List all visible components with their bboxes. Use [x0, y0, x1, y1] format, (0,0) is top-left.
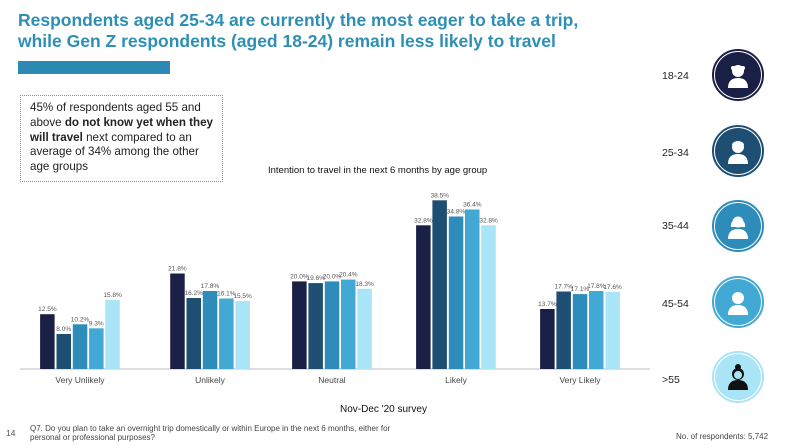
data-label: 17.8%: [587, 283, 606, 290]
data-label: 15.5%: [233, 293, 252, 300]
bar: [308, 283, 323, 369]
data-label: 17.7%: [554, 284, 573, 291]
data-label: 10.2%: [71, 316, 90, 323]
data-label: 13.7%: [538, 301, 557, 308]
older-woman-icon: [715, 354, 761, 400]
middle-aged-person-icon: [715, 279, 761, 325]
title-accent-bar: [18, 61, 170, 74]
woman-icon: [715, 203, 761, 249]
bar: [481, 225, 496, 369]
data-label: 18.3%: [355, 281, 374, 288]
data-label: 16.2%: [184, 290, 203, 297]
data-label: 15.8%: [103, 292, 122, 299]
young-person-icon: [715, 52, 761, 98]
bar: [89, 328, 104, 369]
bar: [341, 279, 356, 369]
data-label: 32.8%: [479, 217, 498, 224]
bar: [324, 281, 340, 369]
x-tick-label: Very Unlikely: [55, 375, 105, 385]
data-label: 17.8%: [201, 283, 220, 290]
x-tick-label: Very Likely: [559, 375, 601, 385]
bar: [219, 298, 234, 369]
chart-title: Intention to travel in the next 6 months…: [268, 165, 488, 176]
bar: [292, 281, 307, 369]
bar: [105, 299, 120, 369]
page-title: Respondents aged 25-34 are currently the…: [18, 10, 658, 52]
bar: [465, 209, 480, 369]
legend-label-25-34: 25-34: [662, 147, 689, 159]
x-tick-label: Unlikely: [195, 375, 226, 385]
data-label: 38.5%: [430, 192, 449, 199]
legend-label-18-24: 18-24: [662, 70, 689, 82]
respondent-count: No. of respondents: 5,742: [676, 432, 769, 441]
data-label: 20.4%: [339, 272, 358, 279]
bar: [540, 309, 555, 369]
bar: [357, 288, 372, 369]
callout-text-1: 45% of respondents aged 55 and above: [30, 101, 201, 129]
x-tick-label: Likely: [445, 375, 467, 385]
legend-label-45-54: 45-54: [662, 298, 689, 310]
bar: [416, 225, 431, 369]
man-icon: [715, 128, 761, 174]
legend-label-35-44: 35-44: [662, 220, 689, 232]
data-label: 19.6%: [306, 275, 325, 282]
bar: [56, 334, 71, 369]
data-label: 36.4%: [463, 202, 482, 209]
bar: [72, 324, 88, 369]
survey-question: Q7. Do you plan to take an overnight tri…: [30, 424, 391, 442]
bar: [448, 216, 464, 369]
bar: [170, 273, 185, 369]
bar: [589, 291, 604, 369]
bar: [572, 294, 588, 369]
bar: [432, 200, 447, 369]
bar: [235, 301, 250, 369]
bar-chart: 12.5% 8.0%10.2%9.3% 15.8% Very Unlikely 21.8…: [20, 192, 650, 385]
data-label: 34.8%: [447, 209, 466, 216]
bar: [556, 291, 571, 369]
data-label: 21.8%: [168, 266, 187, 273]
data-label: 20.0%: [323, 273, 342, 280]
callout-highlight: do not know yet when they will travel: [30, 115, 213, 144]
x-axis-title: Nov-Dec '20 survey: [340, 404, 427, 415]
data-label: 17.6%: [603, 284, 622, 291]
x-tick-label: Neutral: [318, 375, 346, 385]
page-number: 14: [6, 428, 16, 438]
page-title-line-2: while Gen Z respondents (aged 18-24) rem…: [18, 31, 556, 51]
page-title-line-1: Respondents aged 25-34 are currently the…: [18, 10, 579, 30]
data-label: 16.1%: [217, 291, 236, 298]
data-label: 12.5%: [38, 306, 57, 313]
data-label: 9.3%: [89, 320, 104, 327]
data-label: 17.1%: [571, 286, 590, 293]
bar: [605, 291, 620, 369]
data-label: 20.0%: [290, 273, 309, 280]
bar: [186, 298, 201, 369]
age-group-legend: 18-24 25-34 35-44 45-54 >55: [662, 0, 800, 448]
callout-text-2: next compared to an average of 34% among…: [30, 130, 199, 174]
data-label: 8.0%: [56, 326, 71, 333]
bar: [40, 314, 55, 369]
data-label: 32.8%: [414, 217, 433, 224]
legend-label-55-plus: >55: [662, 374, 680, 386]
bar: [202, 291, 218, 369]
insight-callout: 45% of respondents aged 55 and above do …: [20, 95, 223, 182]
